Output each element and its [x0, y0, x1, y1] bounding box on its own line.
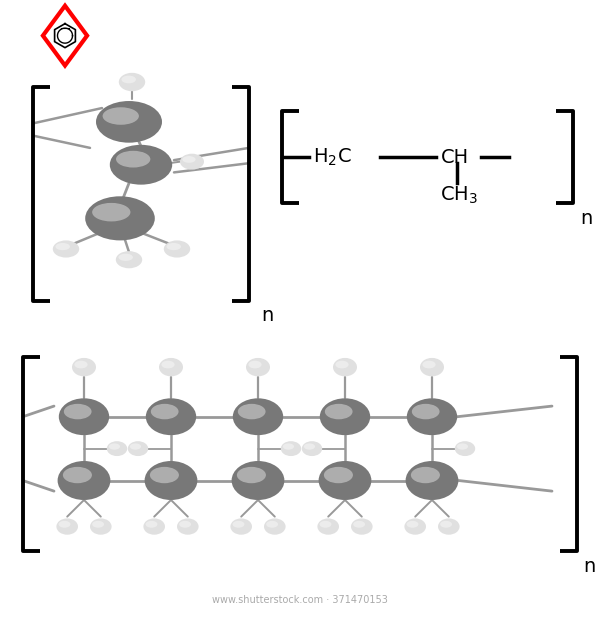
Ellipse shape — [325, 404, 353, 419]
Ellipse shape — [237, 467, 266, 483]
Ellipse shape — [109, 443, 120, 449]
Text: Polypropylene: Polypropylene — [185, 19, 455, 52]
Ellipse shape — [264, 518, 286, 534]
Ellipse shape — [90, 518, 112, 534]
Ellipse shape — [438, 518, 460, 534]
Ellipse shape — [455, 441, 475, 456]
Text: H$_2$C: H$_2$C — [313, 146, 352, 168]
Ellipse shape — [145, 461, 197, 500]
Ellipse shape — [143, 518, 165, 534]
Ellipse shape — [411, 467, 440, 483]
Ellipse shape — [58, 461, 110, 500]
Ellipse shape — [72, 358, 96, 376]
Text: n: n — [261, 306, 273, 325]
Ellipse shape — [406, 461, 458, 500]
Text: CH$_3$: CH$_3$ — [440, 185, 478, 206]
Ellipse shape — [53, 241, 79, 257]
Ellipse shape — [119, 73, 145, 91]
Ellipse shape — [63, 467, 92, 483]
Ellipse shape — [159, 358, 183, 376]
Ellipse shape — [55, 243, 70, 250]
Ellipse shape — [230, 518, 252, 534]
Ellipse shape — [412, 404, 440, 419]
Ellipse shape — [238, 404, 266, 419]
Polygon shape — [43, 6, 87, 66]
Ellipse shape — [407, 398, 457, 435]
Ellipse shape — [266, 521, 278, 528]
Ellipse shape — [320, 521, 331, 528]
Ellipse shape — [161, 361, 175, 368]
Ellipse shape — [59, 398, 109, 435]
Ellipse shape — [74, 361, 88, 368]
Ellipse shape — [164, 241, 190, 257]
Ellipse shape — [107, 441, 127, 456]
Ellipse shape — [146, 521, 157, 528]
Ellipse shape — [118, 254, 133, 261]
Ellipse shape — [166, 243, 181, 250]
Ellipse shape — [320, 398, 370, 435]
Ellipse shape — [302, 441, 322, 456]
Ellipse shape — [92, 203, 130, 221]
Ellipse shape — [150, 467, 179, 483]
Ellipse shape — [177, 518, 199, 534]
Ellipse shape — [333, 358, 357, 376]
Ellipse shape — [85, 197, 155, 241]
Ellipse shape — [56, 518, 78, 534]
Ellipse shape — [128, 441, 148, 456]
Ellipse shape — [59, 521, 70, 528]
Ellipse shape — [304, 443, 315, 449]
Ellipse shape — [440, 521, 452, 528]
Ellipse shape — [335, 361, 349, 368]
Ellipse shape — [64, 404, 92, 419]
Ellipse shape — [116, 151, 151, 167]
Ellipse shape — [232, 461, 284, 500]
Ellipse shape — [317, 518, 339, 534]
Ellipse shape — [319, 461, 371, 500]
Ellipse shape — [422, 361, 436, 368]
Ellipse shape — [110, 145, 172, 185]
Ellipse shape — [281, 441, 301, 456]
Ellipse shape — [116, 251, 142, 268]
Ellipse shape — [233, 398, 283, 435]
Ellipse shape — [353, 521, 365, 528]
Text: CH: CH — [440, 148, 469, 167]
Ellipse shape — [92, 521, 104, 528]
Ellipse shape — [457, 443, 468, 449]
Ellipse shape — [121, 76, 136, 83]
Ellipse shape — [96, 101, 162, 143]
Ellipse shape — [351, 518, 373, 534]
Ellipse shape — [324, 467, 353, 483]
Ellipse shape — [233, 521, 244, 528]
Ellipse shape — [182, 156, 196, 163]
Text: n: n — [580, 209, 592, 228]
Text: www.shutterstock.com · 371470153: www.shutterstock.com · 371470153 — [212, 595, 388, 605]
Ellipse shape — [146, 398, 196, 435]
Text: n: n — [583, 557, 595, 576]
Ellipse shape — [151, 404, 179, 419]
Ellipse shape — [103, 107, 139, 125]
Ellipse shape — [179, 521, 191, 528]
Ellipse shape — [407, 521, 418, 528]
Ellipse shape — [248, 361, 262, 368]
Ellipse shape — [420, 358, 444, 376]
Ellipse shape — [180, 154, 204, 170]
Ellipse shape — [246, 358, 270, 376]
Ellipse shape — [283, 443, 294, 449]
Ellipse shape — [130, 443, 141, 449]
Ellipse shape — [404, 518, 426, 534]
